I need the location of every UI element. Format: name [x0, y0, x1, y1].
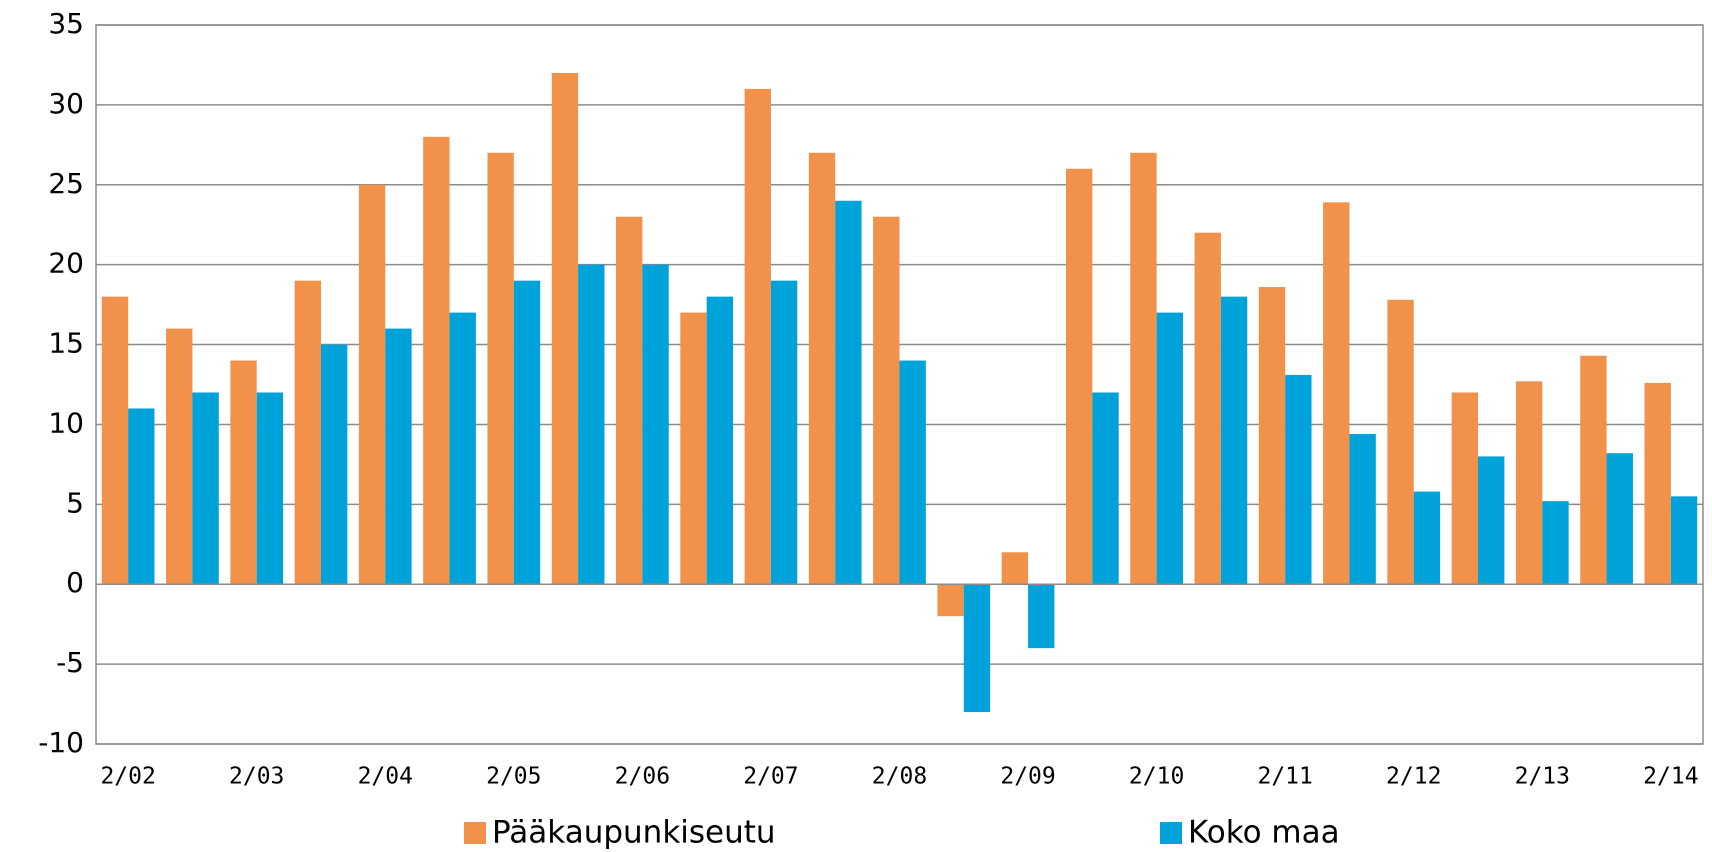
bar	[578, 264, 605, 585]
bar	[1515, 381, 1543, 585]
y-tick-label: 0	[66, 566, 84, 599]
bar	[487, 152, 514, 585]
bar	[166, 328, 193, 585]
bar	[1092, 392, 1119, 585]
bar	[423, 136, 450, 585]
bar	[1542, 501, 1569, 585]
x-tick-label: 2/12	[1386, 764, 1441, 790]
bar	[1349, 434, 1376, 585]
bar	[101, 296, 129, 585]
y-tick-label: 35	[48, 7, 84, 40]
bar	[835, 200, 862, 585]
bar	[770, 280, 798, 585]
bar	[294, 280, 321, 585]
bar	[358, 184, 386, 585]
legend-label: Koko maa	[1188, 815, 1340, 851]
bar	[680, 312, 707, 585]
bar	[744, 88, 771, 585]
x-tick-label: 2/05	[486, 764, 541, 790]
bar	[230, 360, 257, 585]
bar	[320, 344, 348, 585]
bar	[1220, 296, 1248, 585]
x-tick-label: 2/08	[872, 764, 927, 790]
y-tick-label: -5	[56, 646, 84, 679]
bar	[449, 312, 476, 585]
y-tick-label: -10	[38, 726, 84, 759]
x-tick-label: 2/09	[1000, 764, 1055, 790]
bar	[1258, 287, 1286, 585]
y-tick-label: 30	[48, 87, 84, 120]
bar	[1606, 453, 1633, 585]
bar	[256, 392, 284, 585]
bar	[1413, 491, 1441, 585]
bar	[1194, 232, 1221, 585]
x-tick-label: 2/02	[100, 764, 155, 790]
bar	[1065, 168, 1093, 585]
bar	[937, 584, 964, 617]
y-tick-label: 10	[48, 406, 84, 439]
bar	[1028, 584, 1055, 649]
bar	[1285, 374, 1312, 585]
bar	[706, 296, 734, 585]
bar	[385, 328, 412, 585]
y-tick-label: 20	[48, 247, 84, 280]
bar	[1387, 299, 1414, 585]
bar	[1323, 202, 1350, 585]
bar	[1580, 355, 1607, 585]
bar	[873, 216, 900, 585]
legend-swatch	[1160, 822, 1182, 844]
bar	[128, 408, 155, 585]
bar	[642, 264, 669, 585]
bar	[513, 280, 541, 585]
legend-label: Pääkaupunkiseutu	[492, 815, 776, 851]
bar	[192, 392, 219, 585]
x-tick-label: 2/04	[358, 764, 413, 790]
bar	[1001, 552, 1029, 585]
bar	[1478, 456, 1505, 585]
bar	[1644, 382, 1671, 585]
bar	[1451, 392, 1479, 585]
bar	[1130, 152, 1157, 585]
bar	[963, 584, 991, 713]
x-tick-label: 2/03	[229, 764, 284, 790]
x-tick-label: 2/13	[1515, 764, 1570, 790]
x-tick-label: 2/07	[743, 764, 798, 790]
x-tick-label: 2/11	[1257, 764, 1312, 790]
y-tick-label: 5	[66, 486, 84, 519]
bar	[1670, 496, 1698, 585]
y-tick-label: 15	[48, 327, 84, 360]
bar	[551, 72, 579, 585]
y-tick-label: 25	[48, 167, 84, 200]
bar	[1156, 312, 1183, 585]
x-tick-label: 2/14	[1643, 764, 1698, 790]
bar	[899, 360, 926, 585]
x-tick-label: 2/06	[615, 764, 670, 790]
bar	[616, 216, 643, 585]
x-tick-label: 2/10	[1129, 764, 1184, 790]
bar	[808, 152, 836, 585]
legend-swatch	[464, 822, 486, 844]
